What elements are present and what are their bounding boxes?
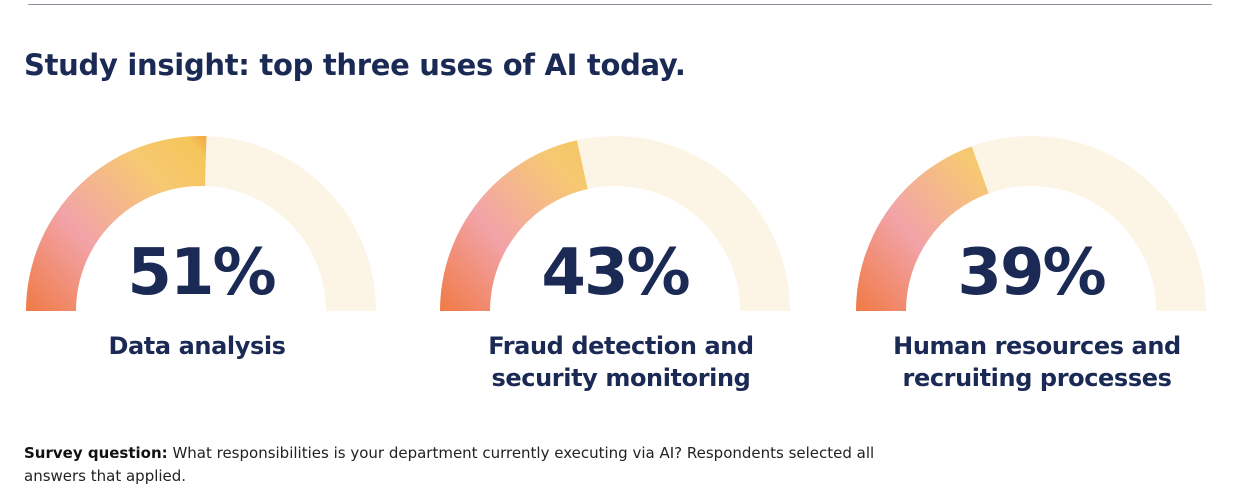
footnote: Survey question: What responsibilities i…	[24, 442, 924, 488]
category-label: Human resources and recruiting processes	[893, 332, 1181, 392]
divider	[28, 4, 1212, 5]
value-label: 39%	[957, 236, 1106, 310]
value-label: 51%	[127, 236, 276, 310]
value-label: 43%	[541, 236, 690, 310]
category-label: Fraud detection and security monitoring	[488, 332, 754, 392]
gauge-value	[440, 140, 588, 311]
footnote-text: What responsibilities is your department…	[24, 444, 875, 485]
gauge-value	[856, 146, 989, 311]
gauge-value	[26, 135, 207, 311]
footnote-label: Survey question:	[24, 444, 168, 462]
title: Study insight: top three uses of AI toda…	[24, 48, 686, 82]
category-label: Data analysis	[108, 332, 286, 360]
